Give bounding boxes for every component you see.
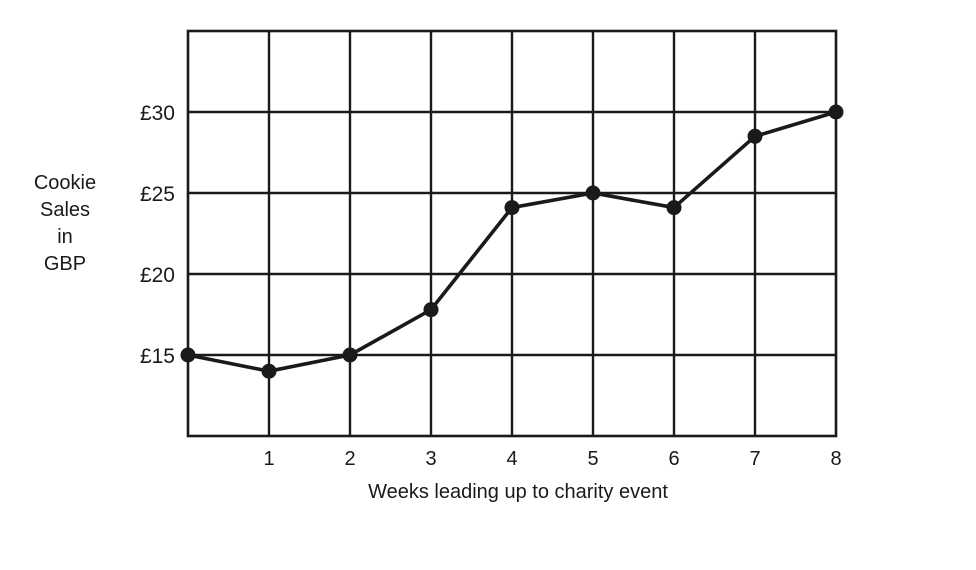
y-tick-label: £20: [140, 264, 175, 287]
y-tick-label: £15: [140, 345, 175, 368]
data-point: [342, 347, 358, 363]
x-axis-label: Weeks leading up to charity event: [368, 481, 668, 503]
x-tick-label: 3: [425, 448, 436, 470]
x-axis-ticks: 1 2 3 4 5 6 7 8: [263, 448, 841, 470]
data-point: [666, 200, 682, 216]
y-axis-ticks: £15 £20 £25 £30: [140, 102, 175, 368]
data-point: [747, 128, 763, 144]
x-tick-label: 5: [587, 448, 598, 470]
y-tick-label: £30: [140, 102, 175, 125]
data-point: [180, 347, 196, 363]
grid-lines: [186, 29, 838, 438]
x-tick-label: 7: [749, 448, 760, 470]
y-axis-label-line: GBP: [44, 253, 86, 275]
x-tick-label: 6: [668, 448, 679, 470]
y-axis-label-line: in: [57, 226, 73, 248]
y-tick-label: £25: [140, 183, 175, 206]
data-point: [504, 200, 520, 216]
y-axis-label-line: Cookie: [34, 172, 96, 194]
data-point: [423, 302, 439, 318]
data-point: [261, 363, 277, 379]
y-axis-label: Cookie Sales in GBP: [34, 172, 96, 275]
data-series: [180, 104, 844, 379]
data-point: [828, 104, 844, 120]
data-point: [585, 185, 601, 201]
y-axis-label-line: Sales: [40, 199, 90, 221]
x-tick-label: 1: [263, 448, 274, 470]
x-tick-label: 8: [830, 448, 841, 470]
x-tick-label: 2: [344, 448, 355, 470]
x-tick-label: 4: [506, 448, 517, 470]
